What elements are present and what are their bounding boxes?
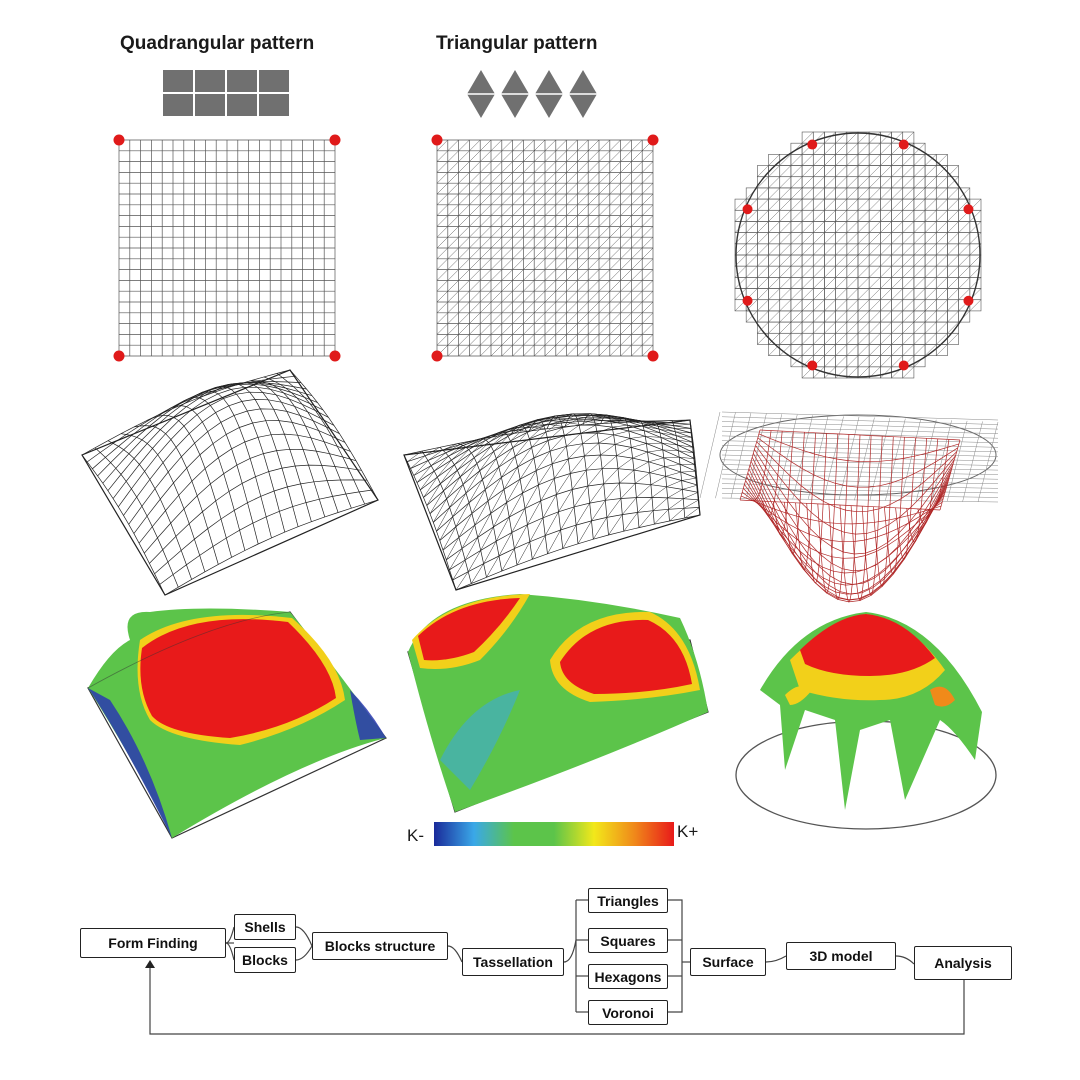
- tri-curvature-map: [407, 594, 709, 813]
- tassellation-box: Tassellation: [462, 948, 564, 976]
- triangular-pattern-title: Triangular pattern: [436, 33, 598, 54]
- tri-pattern-icon: [467, 70, 597, 118]
- surface-box: Surface: [690, 948, 766, 976]
- squares-box: Squares: [588, 928, 668, 953]
- blocks-structure-box: Blocks structure: [312, 932, 448, 960]
- quad-pattern-icon: [163, 70, 289, 116]
- quadrangular-pattern-title: Quadrangular pattern: [120, 33, 315, 54]
- flowchart-connectors: [149, 899, 965, 1035]
- analysis-box: Analysis: [914, 946, 1012, 980]
- quad-curvature-map: [87, 608, 387, 839]
- triangles-box: Triangles: [588, 888, 668, 913]
- curvature-colorbar: [434, 822, 674, 846]
- hanging-dome-wireframe: [699, 411, 999, 603]
- shells-box: Shells: [234, 914, 296, 940]
- tri-shell-wireframe: [403, 413, 701, 591]
- voronoi-box: Voronoi: [588, 1000, 668, 1025]
- hexagons-box: Hexagons: [588, 964, 668, 989]
- colorbar-min-label: K-: [407, 826, 424, 845]
- circular-grid-plan: [734, 131, 982, 379]
- quad-grid-plan: [113, 134, 341, 362]
- form-finding-box: Form Finding: [80, 928, 226, 958]
- tri-grid-plan: [431, 134, 659, 362]
- colorbar-max-label: K+: [677, 822, 699, 841]
- dome-curvature-map: [735, 612, 997, 830]
- feedback-arrowhead: [145, 960, 155, 968]
- quad-shell-wireframe: [81, 369, 379, 596]
- blocks-box: Blocks: [234, 947, 296, 973]
- 3d-model-box: 3D model: [786, 942, 896, 970]
